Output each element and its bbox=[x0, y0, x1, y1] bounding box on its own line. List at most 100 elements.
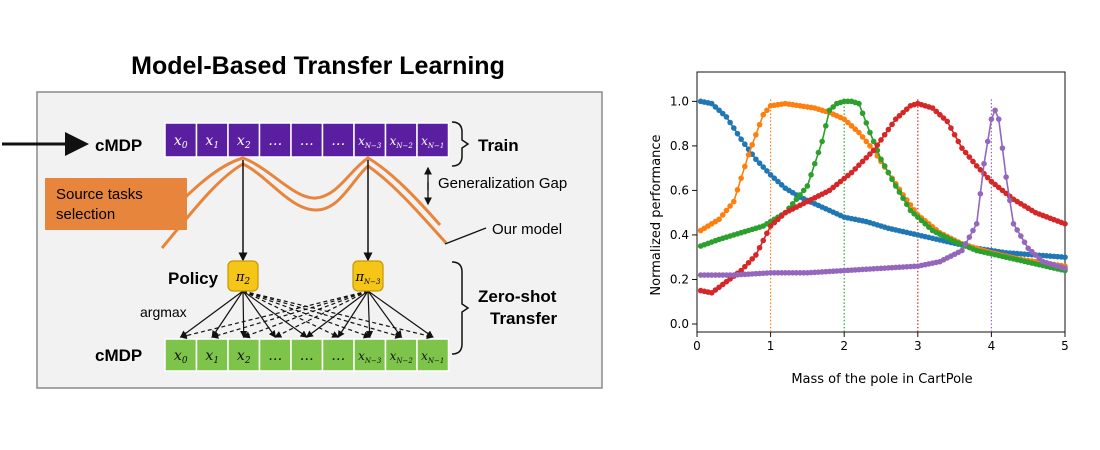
series-point bbox=[771, 219, 778, 226]
train-bracket bbox=[451, 121, 470, 167]
series-point bbox=[1062, 254, 1068, 261]
target-task-cell bbox=[321, 338, 355, 372]
y-tick-label: 1.0 bbox=[670, 94, 689, 108]
series-point bbox=[988, 116, 995, 122]
source-tasks-label-line1: Source tasks bbox=[56, 186, 143, 203]
series-point bbox=[1010, 221, 1017, 227]
cmdp-bottom-label: cMDP bbox=[95, 346, 142, 365]
series-point bbox=[764, 230, 770, 237]
series-point bbox=[922, 221, 928, 227]
series-point bbox=[907, 207, 914, 214]
series-point bbox=[756, 160, 763, 166]
target-task-cell-label: x1 bbox=[205, 348, 219, 366]
series-point bbox=[771, 175, 778, 181]
series-point bbox=[878, 156, 884, 163]
train-task-cell bbox=[290, 122, 324, 158]
series-point bbox=[749, 141, 755, 148]
series-point bbox=[970, 158, 976, 165]
series-point bbox=[1007, 197, 1013, 204]
policy-action-arrow bbox=[211, 290, 369, 339]
series-point bbox=[764, 107, 770, 114]
series-point bbox=[995, 116, 1002, 122]
series-point bbox=[731, 198, 737, 205]
policy-fanout-lines bbox=[179, 290, 434, 340]
train-task-cell-label: xN−1 bbox=[421, 134, 444, 150]
series-point bbox=[859, 110, 866, 117]
series-point bbox=[926, 224, 932, 230]
policy-action-arrow bbox=[305, 290, 369, 338]
policy-action-arrow bbox=[367, 290, 402, 338]
performance-chart: 0 1 2 3 4 5 0.0 0.2 0.4 0.6 0.8 1.0 Mass of the pol… bbox=[649, 71, 1069, 387]
series-point bbox=[756, 121, 763, 128]
series-point bbox=[1032, 252, 1039, 258]
generalization-gap-label: Generalization Gap bbox=[438, 175, 567, 192]
train-task-cell-label: … bbox=[331, 133, 345, 149]
series-3 bbox=[697, 100, 1068, 296]
policy-action-arrow bbox=[242, 290, 371, 339]
series-point bbox=[870, 147, 877, 154]
series-point bbox=[966, 154, 973, 160]
argmax-label: argmax bbox=[140, 304, 187, 320]
series-point bbox=[892, 116, 899, 122]
train-task-cell bbox=[227, 122, 261, 158]
x-tick-label: 0 bbox=[693, 339, 701, 353]
target-task-cell-label: xN−2 bbox=[390, 349, 414, 365]
target-task-cell-label: … bbox=[331, 348, 345, 364]
policy-node bbox=[352, 260, 384, 292]
target-task-cell-label: xN−3 bbox=[358, 349, 382, 365]
series-point bbox=[764, 168, 770, 174]
policy-action-arrow bbox=[365, 290, 374, 339]
series-line bbox=[700, 102, 1066, 267]
y-tick-label: 0.4 bbox=[670, 228, 689, 242]
series-point bbox=[753, 156, 759, 163]
series-point bbox=[878, 137, 884, 143]
series-point bbox=[719, 212, 726, 218]
series-point bbox=[742, 141, 748, 148]
series-point bbox=[863, 120, 870, 126]
series-point bbox=[753, 131, 759, 138]
series-point bbox=[723, 207, 730, 214]
series-point bbox=[723, 114, 730, 120]
series-point bbox=[789, 200, 796, 207]
series-point bbox=[959, 145, 965, 151]
y-tick-label: 0.8 bbox=[670, 139, 689, 153]
policy-label: Policy bbox=[168, 269, 219, 288]
series-point bbox=[716, 107, 722, 114]
series-point bbox=[929, 105, 936, 111]
series-point bbox=[1062, 221, 1068, 227]
series-point bbox=[933, 108, 939, 115]
policy-action-arrow bbox=[242, 290, 308, 338]
chart-series bbox=[697, 98, 1068, 296]
train-task-cell-label: … bbox=[268, 133, 282, 149]
target-task-cell-label: xN−1 bbox=[421, 349, 444, 365]
series-point bbox=[760, 237, 767, 244]
series-point bbox=[811, 160, 818, 167]
series-point bbox=[742, 163, 748, 170]
train-label: Train bbox=[478, 136, 519, 155]
series-point bbox=[1036, 255, 1043, 262]
series-point bbox=[708, 100, 715, 107]
series-point bbox=[797, 192, 803, 198]
train-task-cell-label: xN−2 bbox=[390, 134, 414, 150]
series-point bbox=[900, 109, 906, 116]
series-line bbox=[700, 100, 1066, 259]
series-point bbox=[863, 154, 870, 161]
x-tick-label: 5 bbox=[1061, 339, 1069, 353]
series-point bbox=[1014, 227, 1020, 233]
train-task-cell bbox=[384, 122, 418, 158]
policy-action-arrow bbox=[242, 290, 434, 340]
y-tick-label: 0.6 bbox=[670, 183, 689, 197]
series-point bbox=[867, 143, 873, 149]
series-2 bbox=[697, 98, 1068, 274]
training-mass-markers bbox=[770, 99, 992, 332]
series-point bbox=[826, 107, 833, 114]
series-point bbox=[903, 201, 910, 208]
series-point bbox=[760, 164, 767, 170]
series-point bbox=[778, 213, 785, 219]
series-point bbox=[944, 118, 951, 125]
x-tick-label: 4 bbox=[988, 339, 996, 353]
series-point bbox=[734, 187, 741, 193]
model-curve-upper bbox=[154, 156, 442, 230]
target-task-cell bbox=[416, 338, 450, 372]
series-point bbox=[1029, 248, 1035, 255]
